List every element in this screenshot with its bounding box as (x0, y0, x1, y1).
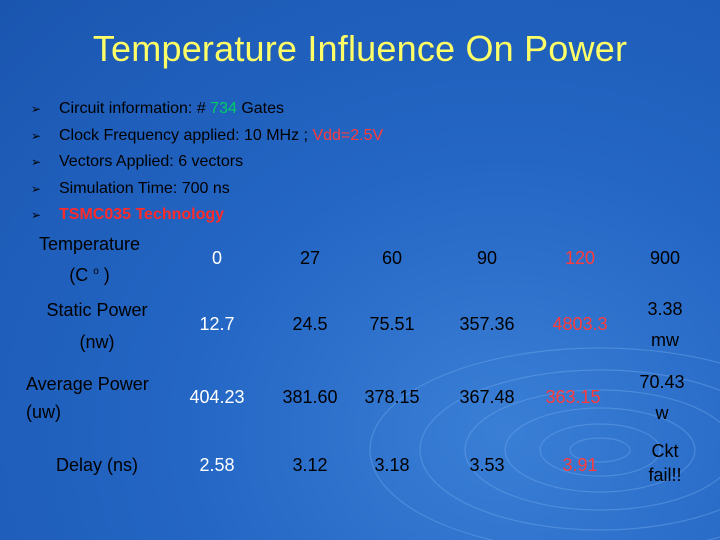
delay-cell: 3.18 (374, 455, 410, 475)
bullet-circuit-info: ➢ Circuit information: # 734 Gates (31, 98, 383, 125)
delay-cell: 3.91 (562, 455, 598, 475)
average-power-cell: 363.15 (545, 387, 601, 407)
static-power-cell: 3.38 mw (647, 299, 683, 350)
delay-cell: Ckt fail!! (648, 441, 682, 485)
average-power-cell: 404.23 (189, 387, 245, 407)
bullet-list: ➢ Circuit information: # 734 Gates ➢ Clo… (31, 98, 383, 231)
average-power-cell: 70.43 w (639, 372, 685, 423)
row-header-static-power: Static Power (nw) (46, 300, 148, 352)
bullet-vectors: ➢ Vectors Applied: 6 vectors (31, 151, 383, 178)
static-power-cell: 24.5 (292, 314, 328, 334)
average-power-cell: 381.60 (282, 387, 338, 407)
arrow-bullet-icon: ➢ (31, 208, 42, 222)
temperature-cell: 27 (299, 248, 321, 268)
delay-cell: 3.12 (292, 455, 328, 475)
temperature-cell: 900 (649, 248, 681, 268)
temperature-cell: 90 (476, 248, 498, 268)
static-power-cell: 12.7 (199, 314, 235, 334)
row-header-average-power: Average Power (uw) (26, 374, 149, 422)
static-power-cell: 357.36 (459, 314, 515, 334)
average-power-cell: 378.15 (364, 387, 420, 407)
bullet-technology: ➢ TSMC035 Technology (31, 204, 383, 231)
bullet-clock-frequency: ➢ Clock Frequency applied: 10 MHz ; Vdd=… (31, 125, 383, 152)
temperature-cell: 60 (381, 248, 403, 268)
row-header-delay: Delay (ns) (55, 455, 139, 475)
delay-cell: 3.53 (469, 455, 505, 475)
average-power-cell: 367.48 (459, 387, 515, 407)
static-power-cell: 4803.3 (552, 314, 608, 334)
bullet-simulation-time: ➢ Simulation Time: 700 ns (31, 178, 383, 205)
temperature-cell: 0 (211, 248, 222, 268)
arrow-bullet-icon: ➢ (31, 155, 42, 169)
row-header-temperature: Temperature (C o ) (38, 234, 141, 285)
arrow-bullet-icon: ➢ (31, 102, 42, 116)
slide-title: Temperature Influence On Power (92, 28, 628, 69)
delay-cell: 2.58 (199, 455, 235, 475)
arrow-bullet-icon: ➢ (31, 181, 42, 196)
static-power-cell: 75.51 (369, 314, 415, 334)
arrow-bullet-icon: ➢ (31, 128, 42, 143)
temperature-cell: 120 (564, 248, 596, 268)
